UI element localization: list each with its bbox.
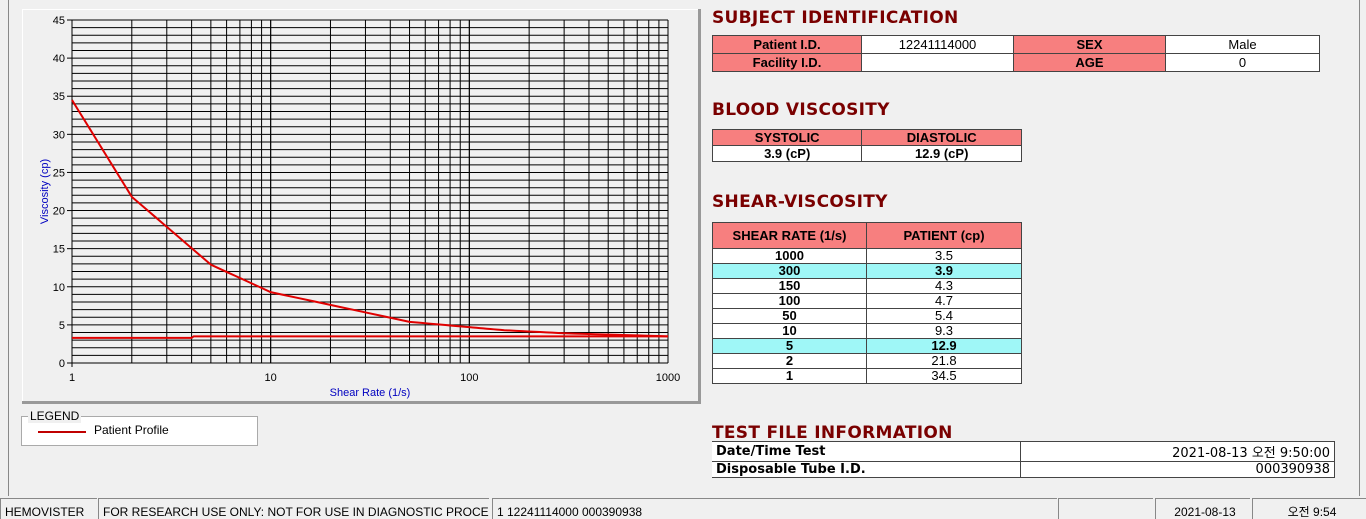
systolic-value: 3.9 (cP) <box>711 145 863 162</box>
shear-rate-cell: 150 <box>712 278 867 294</box>
shear-row: 100 4.7 <box>712 293 1022 309</box>
shear-table: SHEAR RATE (1/s) PATIENT (cp) 1000 3.5 300 3… <box>712 222 1022 384</box>
shear-rate-cell: 5 <box>712 338 867 354</box>
age-value: 0 <box>1165 53 1320 72</box>
main-frame <box>8 0 1360 496</box>
series-line-1 <box>71 99 669 338</box>
shear-rate-cell: 300 <box>712 263 867 279</box>
chart-panel: 0 5 10 15 20 25 30 35 40 45 1 10 100 1000 Shear Rate (… <box>22 9 701 404</box>
patient-id-label: Patient I.D. <box>712 35 862 54</box>
age-label: AGE <box>1013 53 1166 72</box>
status-time: 오전 9:54 <box>1252 498 1366 519</box>
sex-label: SEX <box>1013 35 1166 54</box>
legend-title: LEGEND <box>28 409 82 423</box>
patient-header: PATIENT (cp) <box>866 222 1022 249</box>
shear-row: 5 12.9 <box>712 338 1022 354</box>
date-label: Date/Time Test <box>712 441 1021 462</box>
patient-viscosity-cell: 21.8 <box>866 353 1022 369</box>
patient-viscosity-cell: 9.3 <box>866 323 1022 339</box>
y-tick-label: 25 <box>53 167 65 179</box>
y-tick-label: 45 <box>53 15 65 27</box>
patient-viscosity-cell: 12.9 <box>866 338 1022 354</box>
shear-rate-cell: 100 <box>712 293 867 309</box>
shear-row: 1 34.5 <box>712 368 1022 384</box>
facility-value <box>861 53 1014 72</box>
shear-rate-header: SHEAR RATE (1/s) <box>712 222 867 249</box>
shear-rate-cell: 1000 <box>712 248 867 264</box>
subject-table: Patient I.D. 12241114000 SEX Male Facility … <box>712 35 1320 72</box>
patient-id-value: 12241114000 <box>861 35 1014 54</box>
status-record: 1 12241114000 000390938 <box>492 498 1057 519</box>
x-tick-label: 100 <box>460 372 478 384</box>
shear-rate-cell: 10 <box>712 323 867 339</box>
patient-viscosity-cell: 34.5 <box>866 368 1022 384</box>
shear-rate-cell: 2 <box>712 353 867 369</box>
y-tick-label: 40 <box>53 53 65 65</box>
patient-viscosity-cell: 4.7 <box>866 293 1022 309</box>
x-axis-label: Shear Rate (1/s) <box>330 387 411 399</box>
sex-value: Male <box>1165 35 1320 54</box>
status-app: HEMOVISTER <box>0 498 97 519</box>
x-tick-label: 1000 <box>656 372 680 384</box>
diastolic-label: DIASTOLIC <box>861 129 1022 146</box>
testfile-table: Date/Time Test 2021-08-13 오전 9:50:00 Disp… <box>712 441 1335 478</box>
patient-viscosity-cell: 4.3 <box>866 278 1022 294</box>
tube-label: Disposable Tube I.D. <box>712 461 1021 478</box>
legend-entry: Patient Profile <box>94 423 169 437</box>
y-tick-label: 0 <box>59 358 65 370</box>
blood-table: SYSTOLIC DIASTOLIC 3.9 (cP) 12.9 (cP) <box>711 129 1022 162</box>
shear-rate-cell: 1 <box>712 368 867 384</box>
x-tick-label: 1 <box>69 372 75 384</box>
subject-title: SUBJECT IDENTIFICATION <box>712 8 959 28</box>
shear-row: 50 5.4 <box>712 308 1022 324</box>
series-line-2 <box>72 335 668 339</box>
patient-viscosity-cell: 3.9 <box>866 263 1022 279</box>
viscosity-chart: 0 5 10 15 20 25 30 35 40 45 1 10 100 1000 Shear Rate (… <box>39 15 680 399</box>
shear-row: 2 21.8 <box>712 353 1022 369</box>
facility-label: Facility I.D. <box>712 53 862 72</box>
patient-viscosity-cell: 3.5 <box>866 248 1022 264</box>
y-tick-label: 35 <box>53 91 65 103</box>
testfile-title: TEST FILE INFORMATION <box>712 423 953 443</box>
blood-title: BLOOD VISCOSITY <box>712 100 890 120</box>
y-axis-label: Viscosity (cp) <box>39 159 51 224</box>
shear-rate-cell: 50 <box>712 308 867 324</box>
shear-row: 1000 3.5 <box>712 248 1022 264</box>
diastolic-value: 12.9 (cP) <box>861 145 1022 162</box>
y-tick-label: 5 <box>59 320 65 332</box>
patient-viscosity-cell: 5.4 <box>866 308 1022 324</box>
y-tick-label: 20 <box>53 206 65 218</box>
shear-row: 10 9.3 <box>712 323 1022 339</box>
systolic-label: SYSTOLIC <box>711 129 863 146</box>
status-date: 2021-08-13 <box>1155 498 1250 519</box>
status-notice: FOR RESEARCH USE ONLY: NOT FOR USE IN DI… <box>98 498 489 519</box>
date-value: 2021-08-13 오전 9:50:00 <box>1020 441 1335 462</box>
tube-value: 000390938 <box>1020 461 1335 478</box>
status-blank <box>1058 498 1153 519</box>
x-tick-label: 10 <box>265 372 277 384</box>
legend-line-swatch <box>38 431 86 433</box>
y-tick-label: 30 <box>53 129 65 141</box>
y-tick-label: 15 <box>53 244 65 256</box>
y-tick-label: 10 <box>53 282 65 294</box>
legend: LEGEND Patient Profile <box>21 409 258 446</box>
shear-title: SHEAR-VISCOSITY <box>712 192 888 212</box>
status-bar: HEMOVISTER FOR RESEARCH USE ONLY: NOT FO… <box>0 496 1366 519</box>
shear-row: 150 4.3 <box>712 278 1022 294</box>
shear-row: 300 3.9 <box>712 263 1022 279</box>
